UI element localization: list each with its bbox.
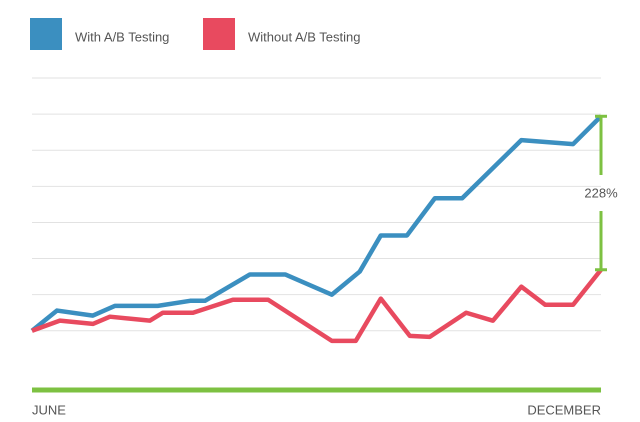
legend-swatch bbox=[203, 18, 235, 50]
annotation: 228% bbox=[584, 185, 618, 200]
series-line bbox=[31, 268, 603, 344]
legend-swatch bbox=[30, 18, 62, 50]
x-tick-label: DECEMBER bbox=[527, 402, 601, 417]
legend-label: Without A/B Testing bbox=[248, 29, 361, 44]
legend-label: With A/B Testing bbox=[75, 29, 169, 44]
x-tick-label: JUNE bbox=[32, 402, 66, 417]
series-line bbox=[30, 114, 603, 333]
